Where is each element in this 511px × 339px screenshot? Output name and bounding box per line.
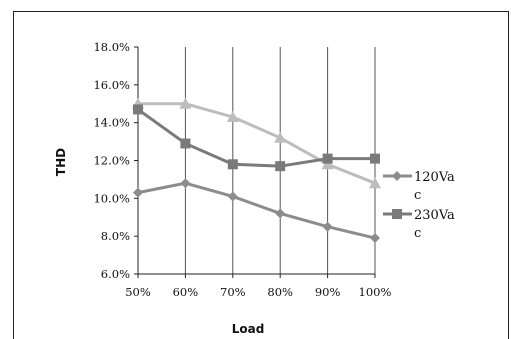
data-point-diamond [392, 171, 402, 181]
data-point-square [392, 209, 402, 219]
y-tick-label: 8.0% [101, 229, 130, 243]
data-point-square [370, 153, 380, 164]
data-point-diamond [322, 221, 333, 232]
y-tick-label: 16.0% [93, 78, 130, 92]
series-line [137, 108, 375, 168]
series-line [137, 181, 376, 240]
chart-frame [13, 11, 509, 339]
x-tick-label: 80% [267, 285, 293, 299]
legend-label: 230Va [414, 208, 455, 223]
data-point-diamond [133, 187, 143, 198]
grid [184, 47, 376, 274]
data-point-square [133, 104, 143, 115]
data-point-square [227, 159, 238, 170]
legend-label-wrap: c [414, 188, 421, 203]
legend-label: 120Va [414, 170, 455, 185]
x-axis-title: Load [232, 322, 265, 336]
legend-label-wrap: c [414, 226, 421, 241]
y-axis-title: THD [54, 148, 68, 176]
data-point-triangle [321, 158, 334, 170]
series [132, 97, 381, 244]
x-tick-label: 90% [315, 285, 341, 299]
axes [134, 46, 376, 278]
x-tick-label: 100% [359, 285, 392, 299]
x-tick-label: 50% [125, 285, 151, 299]
data-point-triangle [274, 131, 287, 143]
data-point-diamond [275, 208, 286, 219]
y-tick-label: 12.0% [93, 154, 130, 168]
x-tick-label: 70% [220, 285, 246, 299]
x-tick-label: 60% [173, 285, 199, 299]
tick-labels: 18.0% 16.0% 14.0% 12.0% 10.0% 8.0% 6.0% 50% 60% 7… [93, 40, 391, 299]
data-point-square [180, 138, 191, 149]
data-point-triangle [226, 110, 239, 122]
y-tick-label: 6.0% [101, 267, 130, 281]
legend: 120Va c 230Va c [383, 170, 455, 241]
y-tick-label: 14.0% [93, 116, 130, 130]
data-point-triangle [369, 177, 381, 189]
data-point-square [275, 161, 286, 172]
data-point-square [322, 153, 333, 164]
data-point-diamond [227, 191, 238, 202]
data-point-diamond [370, 233, 380, 244]
data-point-diamond [180, 178, 191, 189]
y-tick-label: 18.0% [93, 40, 130, 54]
y-tick-label: 10.0% [93, 191, 130, 205]
data-point-triangle [179, 97, 192, 109]
series-line [138, 102, 376, 185]
